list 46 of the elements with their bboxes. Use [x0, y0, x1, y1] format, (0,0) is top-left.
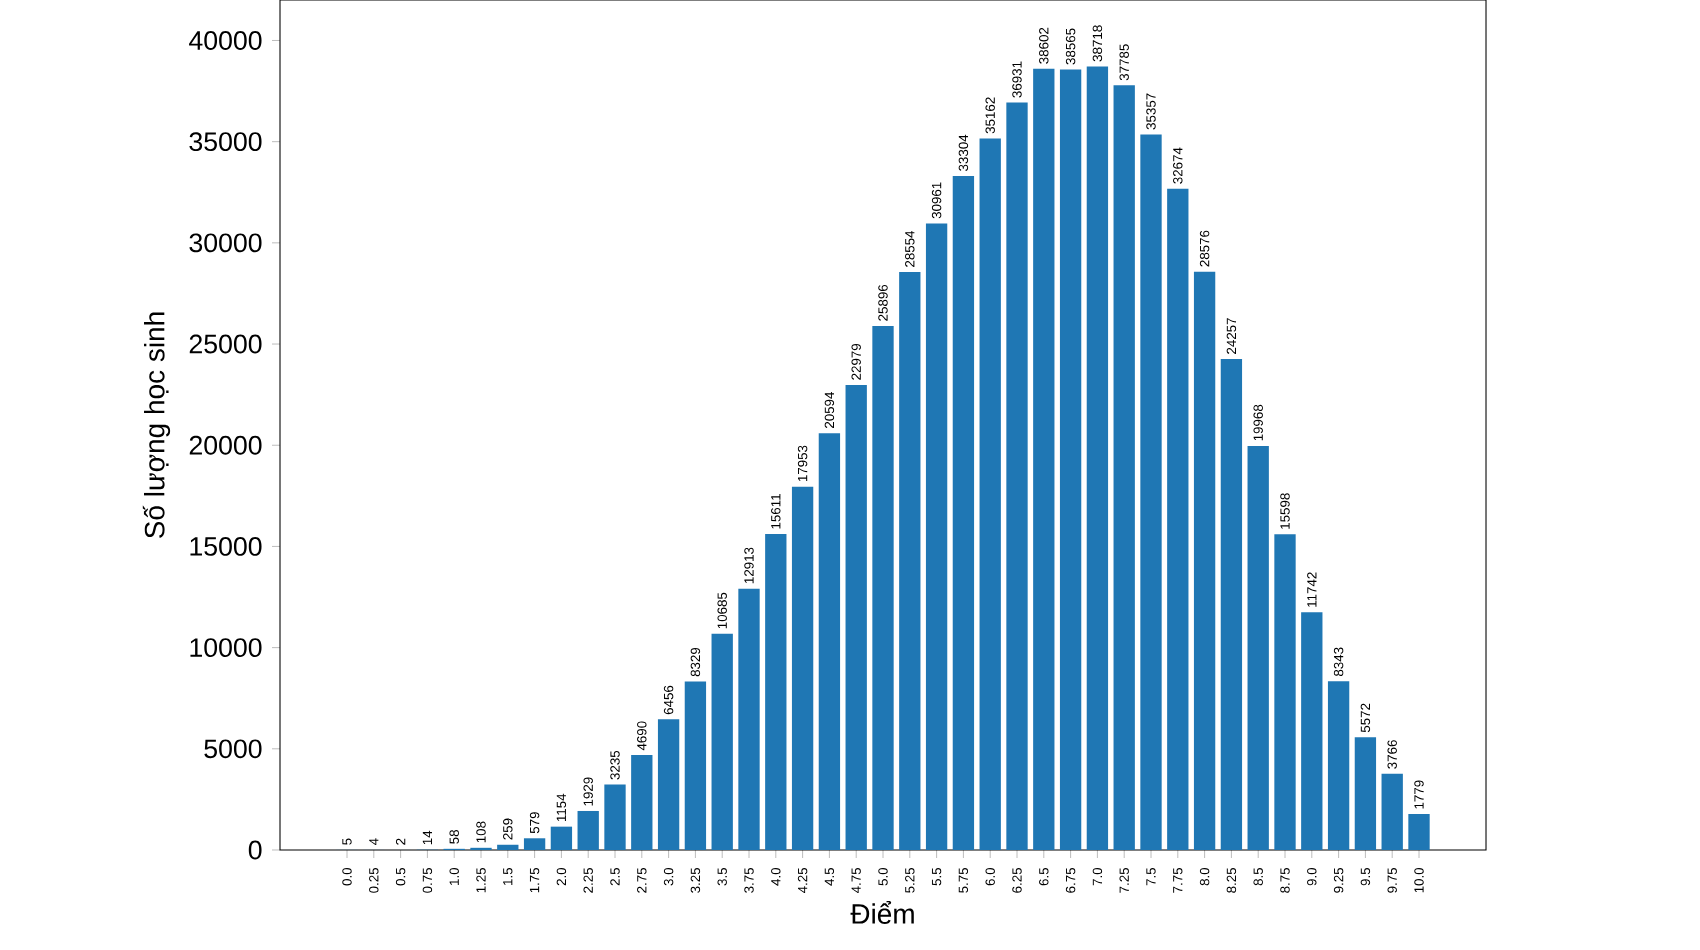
- bar: [1354, 737, 1377, 850]
- bar: [952, 175, 975, 850]
- bar: [657, 719, 680, 850]
- bar: [1301, 612, 1323, 850]
- bar: [1381, 773, 1403, 850]
- bar: [497, 844, 519, 850]
- bar: [550, 826, 573, 850]
- y-axis-title: Số lượng học sinh: [142, 312, 171, 539]
- bar: [1086, 66, 1109, 850]
- bar: [1220, 359, 1243, 850]
- y-tick-label: 10000: [190, 638, 262, 658]
- y-tick-label: 35000: [189, 132, 262, 152]
- y-tick-label: 30000: [189, 233, 262, 253]
- bar: [684, 681, 707, 850]
- y-tick-label: 25000: [189, 334, 262, 354]
- bar: [1006, 102, 1028, 850]
- bar: [1033, 68, 1055, 850]
- y-tick-label: 15000: [190, 536, 262, 556]
- bar: [577, 810, 599, 850]
- bar: [979, 138, 1001, 850]
- y-tick-label: 40000: [189, 31, 262, 50]
- bar: [1247, 445, 1269, 850]
- bar: [738, 588, 760, 850]
- bar: [1408, 814, 1430, 850]
- bar: [845, 384, 867, 850]
- bar: [899, 272, 921, 850]
- bar: [1059, 69, 1082, 850]
- bar: [925, 223, 948, 850]
- bar: [818, 433, 841, 850]
- y-tick-label: 0: [248, 840, 262, 860]
- bar: [604, 784, 626, 850]
- y-tick-label: 20000: [189, 435, 262, 455]
- bar: [872, 325, 894, 850]
- bar: [1327, 681, 1350, 850]
- bar: [1113, 85, 1135, 850]
- bar: [1167, 188, 1189, 850]
- y-tick-label: 5000: [204, 739, 262, 759]
- x-axis-title: Điểm: [850, 901, 914, 924]
- bar: [523, 838, 546, 850]
- bar: [1193, 271, 1216, 850]
- bar: [1274, 534, 1296, 850]
- bar: [791, 486, 814, 850]
- bar: [1140, 134, 1162, 850]
- bar: [711, 633, 733, 850]
- bar: [765, 534, 787, 850]
- bar: [631, 755, 653, 850]
